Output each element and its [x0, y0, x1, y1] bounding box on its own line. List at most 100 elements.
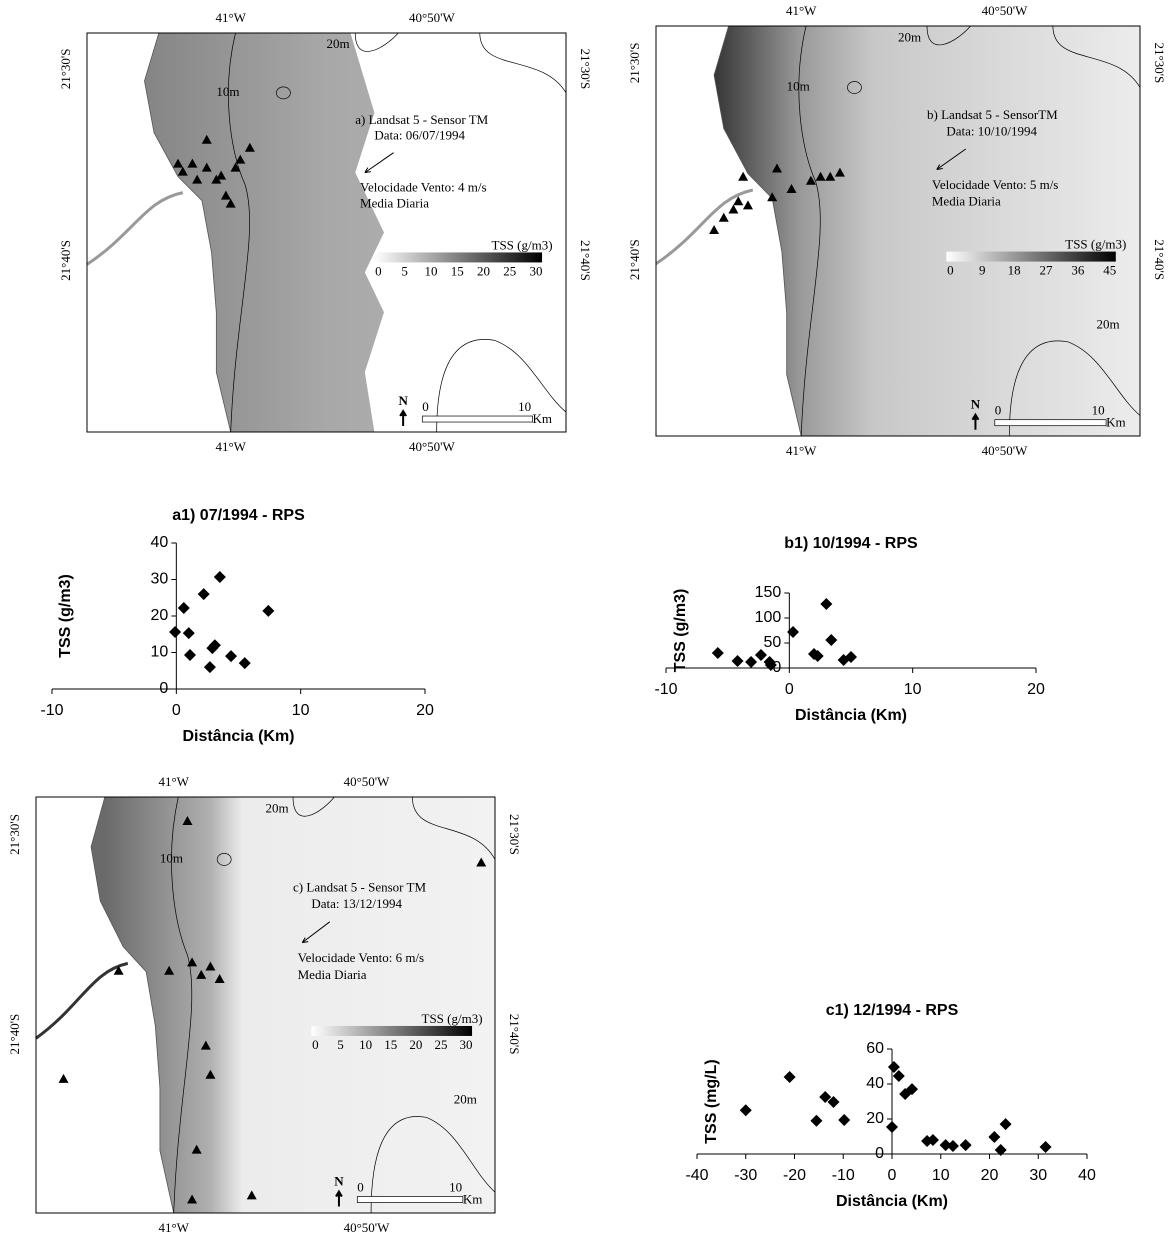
chart-title: c1) 12/1994 - RPS — [826, 1002, 959, 1019]
x-tick-label: 20 — [1027, 681, 1045, 698]
north-label: N — [334, 1174, 344, 1189]
point — [827, 1096, 840, 1109]
map-panel: 41°W 41°W 40°50'W 40°50'W 21°30'S 21°30'S 21°4… — [627, 3, 1167, 458]
point — [208, 639, 221, 652]
x-tick-label: 0 — [785, 681, 794, 698]
legend-tick: 9 — [979, 263, 986, 278]
station — [214, 974, 225, 984]
legend-tick: 10 — [424, 263, 437, 278]
station — [216, 170, 227, 180]
y-tick-label: 40 — [866, 1075, 884, 1092]
y-tick-label: 0 — [875, 1145, 884, 1162]
annotation: Data: 13/12/1994 — [311, 896, 402, 911]
legend-tick: 10 — [359, 1037, 372, 1052]
legend-tick: 5 — [337, 1037, 344, 1052]
isobath — [228, 32, 250, 433]
station — [834, 167, 845, 177]
x-tick-label: -10 — [832, 1167, 855, 1184]
scale-label: Km — [1106, 415, 1126, 430]
map-frame — [35, 796, 496, 1214]
legend-title: TSS (g/m3) — [1065, 237, 1126, 252]
station — [244, 142, 255, 152]
scale-label: 10 — [1092, 403, 1105, 418]
station — [177, 166, 188, 176]
y-tick-label: 60 — [866, 1040, 884, 1057]
map-frame — [86, 32, 567, 433]
station — [191, 1144, 202, 1154]
point — [783, 1071, 796, 1083]
map-frame — [655, 25, 1141, 437]
legend-bar — [374, 252, 543, 263]
station — [187, 1194, 198, 1204]
point — [787, 626, 800, 638]
scale-label: 10 — [449, 1180, 462, 1195]
clear-water — [350, 33, 566, 432]
isobath — [847, 81, 862, 94]
station — [246, 1190, 257, 1200]
point — [177, 601, 190, 614]
scale-bar — [356, 1196, 464, 1203]
x-axis-label: Distância (Km) — [182, 728, 294, 745]
point — [999, 1118, 1012, 1131]
lon-label: 41°W — [786, 3, 817, 18]
point — [1039, 1141, 1052, 1153]
station — [205, 961, 216, 971]
point — [731, 655, 744, 667]
x-tick-label: 10 — [292, 702, 310, 719]
legend-tick: 25 — [434, 1037, 447, 1052]
legend-tick: 30 — [530, 263, 543, 278]
station — [58, 1073, 69, 1083]
scale-label: 0 — [357, 1180, 364, 1195]
legend-tick: 0 — [375, 263, 382, 278]
lat-label: 21°40'S — [507, 1014, 522, 1055]
station — [187, 957, 198, 967]
depth-label: 20m — [898, 29, 921, 44]
station — [225, 198, 236, 208]
x-tick-label: 20 — [981, 1167, 999, 1184]
x-tick-label: 40 — [1078, 1167, 1096, 1184]
station — [201, 134, 212, 144]
lat-label: 21°30'S — [58, 49, 73, 90]
wind-arrow — [364, 152, 394, 174]
scale-label: Km — [463, 1192, 483, 1207]
y-tick-label: 0 — [772, 659, 781, 676]
station — [187, 158, 198, 168]
legend-tick: 18 — [1008, 263, 1021, 278]
scale-label: 0 — [422, 399, 429, 414]
x-axis-label: Distância (Km) — [836, 1193, 948, 1210]
y-tick-label: 40 — [151, 534, 169, 551]
station — [182, 815, 193, 825]
y-tick-label: 10 — [151, 644, 169, 661]
wind-label: Velocidade Vento: 5 m/s — [932, 177, 1059, 192]
annotation: c) Landsat 5 - Sensor TM — [293, 880, 426, 895]
river — [655, 188, 754, 266]
depth-label: 10m — [160, 850, 183, 865]
x-tick-label: 10 — [932, 1167, 950, 1184]
station — [211, 174, 222, 184]
depth-label: 20m — [1096, 316, 1119, 331]
lat-label: 21°40'S — [627, 239, 642, 280]
station — [164, 965, 175, 975]
chart-title: a1) 07/1994 - RPS — [172, 507, 305, 524]
point — [886, 1121, 898, 1134]
x-tick-label: 0 — [172, 702, 181, 719]
depth-label: 20m — [327, 36, 350, 51]
depth-label: 10m — [216, 84, 239, 99]
lon-label: 41°W — [215, 439, 246, 454]
annotation: b) Landsat 5 - SensorTM — [927, 107, 1058, 122]
station — [113, 965, 124, 975]
point — [213, 570, 226, 583]
lat-label: 21°30'S — [1152, 43, 1167, 84]
north-arrow — [335, 1189, 343, 1207]
isobath — [276, 86, 291, 100]
x-tick-label: -10 — [654, 681, 677, 698]
point — [197, 588, 210, 601]
wind-label: Velocidade Vento: 6 m/s — [298, 950, 425, 965]
legend-tick: 25 — [503, 263, 516, 278]
lon-label: 41°W — [786, 443, 817, 458]
depth-label: 20m — [266, 800, 289, 815]
map-panel: 41°W 41°W 40°50'W 40°50'W 21°30'S 21°30'S 21°4… — [58, 10, 593, 454]
scale-label: 10 — [518, 399, 531, 414]
legend-tick: 45 — [1103, 263, 1116, 278]
